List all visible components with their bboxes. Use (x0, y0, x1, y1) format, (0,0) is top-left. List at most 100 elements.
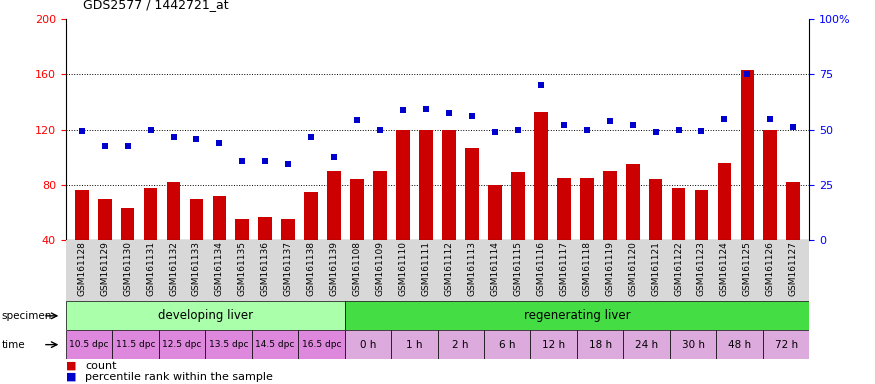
Text: specimen: specimen (2, 311, 52, 321)
Bar (763, 330, 809, 359)
Bar (345, 330, 391, 359)
Text: 16.5 dpc: 16.5 dpc (302, 340, 341, 349)
Text: 0 h: 0 h (360, 339, 376, 350)
Text: GSM161120: GSM161120 (628, 241, 637, 296)
Text: GSM161126: GSM161126 (766, 241, 775, 296)
Bar (112, 330, 158, 359)
Text: count: count (85, 361, 116, 371)
Bar (672, 187, 685, 295)
Bar (396, 130, 410, 295)
Text: GSM161111: GSM161111 (422, 241, 430, 296)
Bar (66, 301, 345, 330)
Text: GSM161112: GSM161112 (444, 241, 453, 296)
Text: GSM161128: GSM161128 (77, 241, 87, 296)
Bar (121, 208, 135, 295)
Bar (718, 163, 732, 295)
Text: GSM161129: GSM161129 (100, 241, 109, 296)
Bar (205, 330, 252, 359)
Bar (190, 199, 203, 295)
Text: 10.5 dpc: 10.5 dpc (69, 340, 108, 349)
Text: GSM161118: GSM161118 (582, 241, 592, 296)
Bar (484, 330, 530, 359)
Bar (235, 219, 249, 295)
Bar (442, 130, 456, 295)
Text: GSM161133: GSM161133 (192, 241, 201, 296)
Text: 14.5 dpc: 14.5 dpc (255, 340, 295, 349)
Bar (350, 179, 364, 295)
Text: GSM161124: GSM161124 (720, 241, 729, 296)
Text: 11.5 dpc: 11.5 dpc (116, 340, 155, 349)
Text: 24 h: 24 h (635, 339, 658, 350)
Text: GSM161122: GSM161122 (674, 241, 683, 296)
Text: percentile rank within the sample: percentile rank within the sample (85, 372, 273, 382)
Bar (648, 179, 662, 295)
Bar (304, 192, 318, 295)
Bar (166, 182, 180, 295)
Text: GSM161121: GSM161121 (651, 241, 660, 296)
Bar (419, 130, 433, 295)
Text: 6 h: 6 h (499, 339, 515, 350)
Bar (144, 187, 158, 295)
Text: GSM161113: GSM161113 (467, 241, 476, 296)
Text: GDS2577 / 1442721_at: GDS2577 / 1442721_at (83, 0, 228, 12)
Bar (374, 171, 387, 295)
Text: GSM161123: GSM161123 (697, 241, 706, 296)
Text: 1 h: 1 h (406, 339, 423, 350)
Text: GSM161132: GSM161132 (169, 241, 178, 296)
Bar (580, 178, 593, 295)
Bar (577, 330, 623, 359)
Text: GSM161114: GSM161114 (490, 241, 500, 296)
Text: GSM161134: GSM161134 (215, 241, 224, 296)
Bar (298, 330, 345, 359)
Bar (626, 164, 640, 295)
Text: ■: ■ (66, 372, 80, 382)
Bar (252, 330, 298, 359)
Bar (465, 147, 479, 295)
Bar (556, 178, 570, 295)
Bar (530, 330, 577, 359)
Text: GSM161127: GSM161127 (788, 241, 798, 296)
Bar (66, 240, 809, 301)
Text: 2 h: 2 h (452, 339, 469, 350)
Text: GSM161110: GSM161110 (399, 241, 408, 296)
Text: GSM161138: GSM161138 (307, 241, 316, 296)
Text: 12 h: 12 h (542, 339, 565, 350)
Bar (391, 330, 438, 359)
Text: GSM161115: GSM161115 (514, 241, 522, 296)
Text: 72 h: 72 h (774, 339, 798, 350)
Bar (258, 217, 272, 295)
Bar (740, 70, 754, 295)
Text: GSM161109: GSM161109 (375, 241, 385, 296)
Text: GSM161108: GSM161108 (353, 241, 361, 296)
Text: 48 h: 48 h (728, 339, 752, 350)
Bar (623, 330, 670, 359)
Bar (488, 185, 501, 295)
Text: ■: ■ (66, 361, 80, 371)
Text: GSM161131: GSM161131 (146, 241, 155, 296)
Text: time: time (2, 339, 25, 350)
Text: GSM161125: GSM161125 (743, 241, 752, 296)
Bar (74, 190, 88, 295)
Bar (717, 330, 763, 359)
Bar (695, 190, 709, 295)
Bar (438, 330, 484, 359)
Text: 12.5 dpc: 12.5 dpc (162, 340, 201, 349)
Bar (158, 330, 205, 359)
Text: 30 h: 30 h (682, 339, 704, 350)
Bar (66, 330, 112, 359)
Bar (603, 171, 617, 295)
Bar (764, 130, 777, 295)
Bar (213, 196, 227, 295)
Text: GSM161139: GSM161139 (330, 241, 339, 296)
Text: 13.5 dpc: 13.5 dpc (208, 340, 248, 349)
Bar (345, 301, 809, 330)
Text: 18 h: 18 h (589, 339, 612, 350)
Bar (511, 172, 525, 295)
Bar (787, 182, 801, 295)
Bar (282, 219, 295, 295)
Text: GSM161136: GSM161136 (261, 241, 270, 296)
Text: GSM161137: GSM161137 (284, 241, 293, 296)
Text: GSM161119: GSM161119 (606, 241, 614, 296)
Text: GSM161116: GSM161116 (536, 241, 545, 296)
Text: GSM161130: GSM161130 (123, 241, 132, 296)
